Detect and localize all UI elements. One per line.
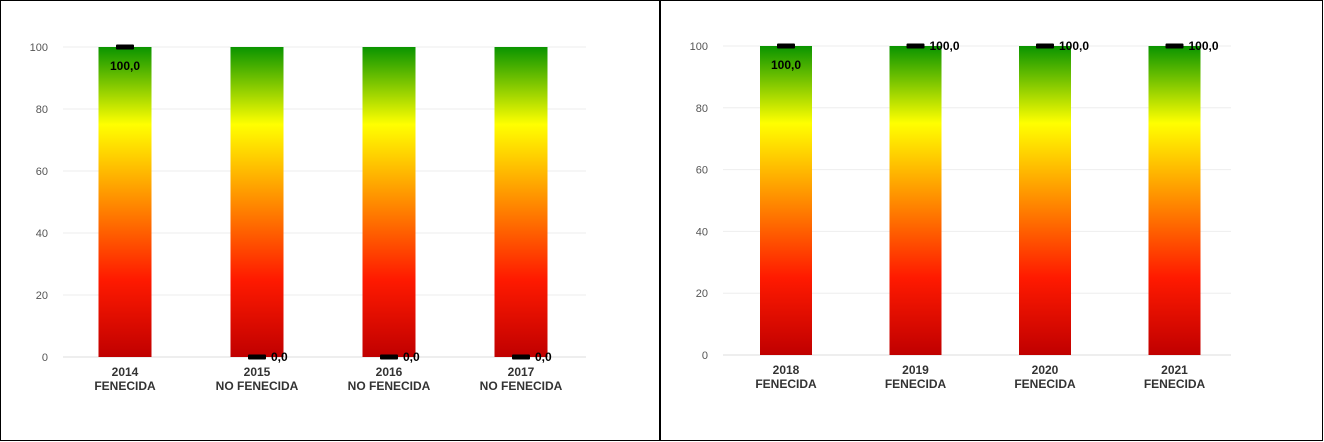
x-tick-label-2019: 2019 (902, 363, 929, 377)
y-tick-label-60: 60 (36, 166, 48, 178)
x-tick-label-2018: 2018 (773, 363, 800, 377)
y-tick-label-20: 20 (696, 288, 708, 300)
x-status-label-2018: FENECIDA (755, 377, 817, 391)
y-tick-label-0: 0 (42, 352, 48, 364)
data-label-2019: 100,0 (930, 39, 960, 53)
value-marker-2014 (116, 44, 134, 50)
value-marker-2021 (1165, 43, 1184, 49)
bar-2020 (1019, 46, 1071, 355)
x-tick-label-2021: 2021 (1161, 363, 1188, 377)
value-marker-2018 (777, 43, 795, 49)
bar-2019 (889, 46, 942, 355)
x-status-label-2017: NO FENECIDA (480, 379, 563, 393)
data-label-2015: 0,0 (271, 350, 288, 364)
data-label-2018: 100,0 (771, 58, 801, 72)
value-marker-2016 (380, 354, 398, 360)
x-status-label-2020: FENECIDA (1014, 377, 1076, 391)
x-status-label-2021: FENECIDA (1144, 377, 1206, 391)
y-tick-label-0: 0 (702, 350, 708, 362)
value-marker-2017 (512, 354, 530, 360)
x-status-label-2015: NO FENECIDA (216, 379, 299, 393)
data-label-2014: 100,0 (110, 59, 140, 73)
value-marker-2019 (906, 43, 925, 49)
data-label-2017: 0,0 (535, 350, 552, 364)
x-status-label-2016: NO FENECIDA (348, 379, 431, 393)
x-status-label-2014: FENECIDA (94, 379, 156, 393)
value-marker-2015 (248, 354, 266, 360)
x-tick-label-2014: 2014 (112, 365, 139, 379)
y-tick-label-40: 40 (36, 228, 48, 240)
y-tick-label-80: 80 (36, 104, 48, 116)
bar-2018 (760, 46, 812, 355)
x-tick-label-2015: 2015 (244, 365, 271, 379)
y-tick-label-40: 40 (696, 226, 708, 238)
data-label-2020: 100,0 (1059, 39, 1089, 53)
x-tick-label-2020: 2020 (1032, 363, 1059, 377)
bar-2021 (1148, 46, 1201, 355)
x-tick-label-2016: 2016 (376, 365, 403, 379)
chart-panel-right: 0 20 40 60 80 100 100,0 2018 FENECIDA 100,0 2019 FE… (660, 0, 1323, 441)
y-tick-label-100: 100 (690, 41, 708, 53)
value-marker-2020 (1036, 43, 1054, 49)
data-label-2016: 0,0 (403, 350, 420, 364)
y-tick-label-80: 80 (696, 103, 708, 115)
chart-panel-left: 0 20 40 60 80 100 100,0 2014 FENECIDA 0,0 2015 NO F… (0, 0, 660, 441)
bar-2015 (230, 47, 284, 357)
x-status-label-2019: FENECIDA (885, 377, 947, 391)
y-tick-label-20: 20 (36, 290, 48, 302)
y-tick-label-100: 100 (30, 42, 48, 54)
x-tick-label-2017: 2017 (508, 365, 535, 379)
y-tick-label-60: 60 (696, 165, 708, 177)
bar-2017 (494, 47, 548, 357)
bar-chart-2018-2021: 020406080100100,02018FENECIDA100,02019FE… (690, 39, 1231, 391)
data-label-2021: 100,0 (1189, 39, 1219, 53)
bar-2014 (98, 47, 152, 357)
bar-2016 (362, 47, 416, 357)
